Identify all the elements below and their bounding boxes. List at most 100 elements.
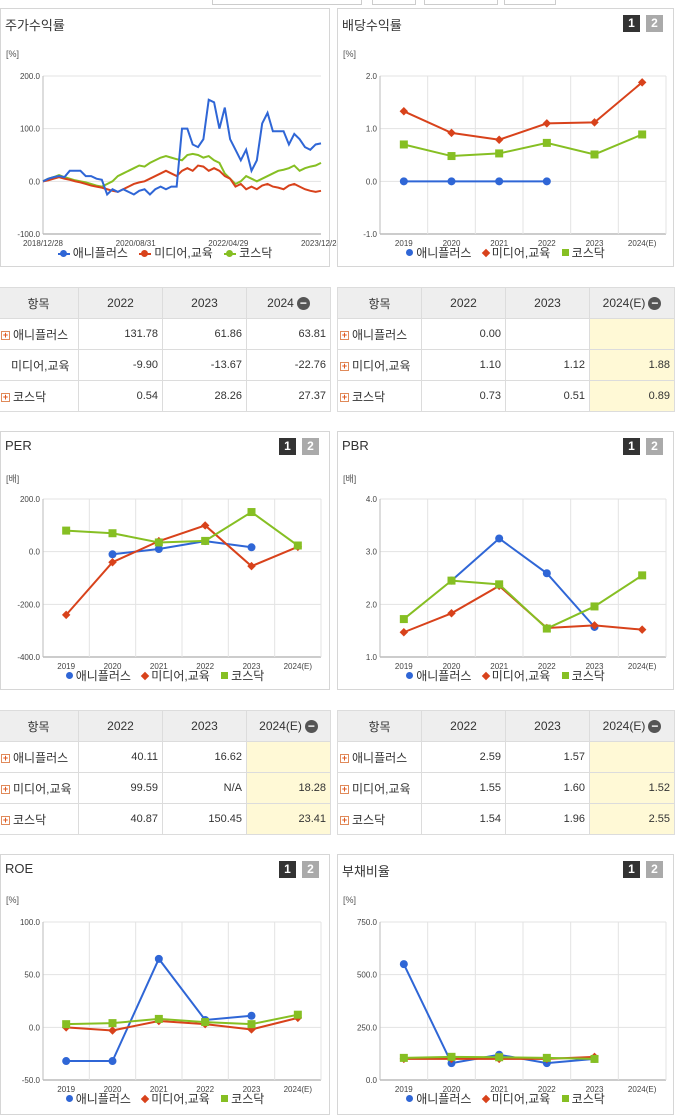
expand-icon[interactable]: + [340, 329, 349, 340]
legend-item-kosdaq[interactable]: 코스닥 [561, 244, 605, 261]
table-cell: 0.54 [78, 380, 163, 412]
row-label[interactable]: + 코스닥 [337, 380, 422, 412]
pbr-chart: 4.0 3.0 2.0 1.0 2019 2020 2021 2022 2023 2024(E) [366, 495, 667, 671]
y-tick-label: 100.0 [20, 918, 41, 927]
table-cell: 2.59 [421, 741, 506, 773]
cell-value: 미디어,교육 [352, 358, 411, 373]
column-header-label: 항목 [368, 719, 391, 734]
unit-label: [%] [6, 49, 20, 59]
y-tick-label: 250.0 [357, 1023, 378, 1032]
collapse-icon[interactable]: − [648, 297, 662, 311]
table-cell: N/A [162, 772, 247, 804]
page-2-button[interactable]: 2 [646, 861, 663, 878]
legend-item-aniplus[interactable]: 애니플러스 [406, 244, 471, 261]
stock-return-panel: 주가수익률 [%] 200.0 100.0 0.0 -100.0 2018/12/28 2… [0, 8, 342, 267]
y-tick-label: -50.0 [22, 1076, 41, 1085]
y-tick-label: 0.0 [29, 548, 41, 557]
row-label[interactable]: + 코스닥 [0, 380, 79, 412]
row-label[interactable]: + 애니플러스 [337, 318, 422, 350]
data-point [293, 541, 302, 550]
expand-icon[interactable]: + [340, 814, 349, 825]
column-header: 항목 [0, 710, 79, 742]
legend-item-kosdaq[interactable]: 코스닥 [221, 667, 264, 684]
row-label[interactable]: + 미디어,교육 [337, 772, 422, 804]
column-header: 항목 [337, 287, 422, 319]
cell-value: 1.96 [563, 813, 585, 825]
expand-icon[interactable]: + [1, 329, 10, 340]
expand-icon[interactable]: + [340, 391, 349, 402]
y-tick-label: 2.0 [366, 72, 378, 81]
collapse-icon[interactable]: − [304, 720, 318, 734]
x-tick-label: 2023 [586, 662, 604, 671]
page-1-button[interactable]: 1 [623, 861, 640, 878]
expand-icon[interactable]: + [340, 783, 349, 794]
row-label[interactable]: + 코스닥 [337, 803, 422, 835]
legend-item-media[interactable]: 미디어,교육 [481, 244, 550, 261]
collapse-icon[interactable]: − [648, 720, 662, 734]
data-point [399, 107, 409, 116]
page-2-button[interactable]: 2 [646, 15, 663, 32]
column-header-label: 2023 [534, 296, 561, 310]
page-1-button[interactable]: 1 [279, 861, 296, 878]
legend-item-media[interactable]: 미디어,교육 [141, 667, 210, 684]
x-tick-label: 2022/04/29 [208, 239, 249, 248]
legend-item-media[interactable]: 미디어,교육 [141, 1090, 210, 1107]
legend-item-aniplus[interactable]: 애니플러스 [65, 667, 131, 684]
legend-item-kosdaq[interactable]: 코스닥 [221, 1090, 264, 1107]
page-1-button[interactable]: 1 [623, 438, 640, 455]
row-label[interactable]: + 미디어,교육 [337, 349, 422, 381]
row-label[interactable]: + 애니플러스 [337, 741, 422, 773]
cell-value: 150.45 [208, 813, 242, 825]
y-tick-label: 0.0 [366, 177, 378, 186]
dividend-yield-table: 항목 2022 2023 2024(E) − + 애니플러스 0.00 + 미디어,교육 1.10 1… [337, 287, 675, 412]
column-header: 항목 [0, 287, 79, 319]
page-1-button[interactable]: 1 [279, 438, 296, 455]
table-cell: 18.28 [246, 772, 331, 804]
y-tick-label: 1.0 [366, 653, 378, 662]
cell-value: 63.81 [298, 328, 326, 340]
cell-value: 28.26 [214, 390, 242, 402]
series-line-3 [42, 152, 322, 188]
row-label[interactable]: + 미디어,교육 [0, 772, 79, 804]
data-point [447, 128, 456, 138]
top-toolbar-strip-4 [504, 0, 556, 5]
table-row: + 코스닥 40.87 150.45 23.41 [0, 803, 331, 835]
table-header-row: 항목 2022 2023 2024(E) − [0, 710, 331, 742]
legend-item-aniplus[interactable]: 애니플러스 [65, 1090, 131, 1107]
expand-icon[interactable]: + [1, 814, 10, 825]
expand-icon[interactable]: + [1, 391, 10, 402]
expand-icon[interactable]: + [340, 360, 349, 371]
collapse-icon[interactable]: − [296, 297, 310, 311]
cell-value: 99.59 [130, 782, 158, 794]
legend-item-media[interactable]: 미디어,교육 [139, 244, 213, 261]
row-label[interactable]: + 애니플러스 [0, 318, 79, 350]
cell-value: 0.51 [563, 390, 585, 402]
page-1-button[interactable]: 1 [623, 15, 640, 32]
cell-value: 1.57 [563, 751, 585, 763]
table-cell: 0.00 [421, 318, 506, 350]
row-label[interactable]: 미디어,교육 [0, 349, 79, 381]
data-point [108, 1057, 117, 1066]
row-label[interactable]: + 애니플러스 [0, 741, 79, 773]
legend-item-aniplus[interactable]: 애니플러스 [406, 667, 471, 684]
page-2-button[interactable]: 2 [302, 861, 319, 878]
expand-icon[interactable]: + [1, 752, 10, 763]
legend-item-media[interactable]: 미디어,교육 [481, 1090, 550, 1107]
page-2-button[interactable]: 2 [646, 438, 663, 455]
column-header-label: 2024(E) [602, 718, 646, 733]
page-2-button[interactable]: 2 [302, 438, 319, 455]
legend-item-kosdaq[interactable]: 코스닥 [561, 667, 605, 684]
expand-icon[interactable]: + [1, 783, 10, 794]
legend-item-kosdaq[interactable]: 코스닥 [561, 1090, 605, 1107]
legend-item-aniplus[interactable]: 애니플러스 [406, 1090, 471, 1107]
legend-item-kosdaq[interactable]: 코스닥 [224, 244, 272, 261]
unit-label: [%] [6, 895, 20, 905]
series-line-1 [402, 963, 595, 1065]
expand-icon[interactable]: + [340, 752, 349, 763]
legend-item-media[interactable]: 미디어,교육 [481, 667, 550, 684]
row-label[interactable]: + 코스닥 [0, 803, 79, 835]
legend-item-aniplus[interactable]: 애니플러스 [57, 244, 128, 261]
